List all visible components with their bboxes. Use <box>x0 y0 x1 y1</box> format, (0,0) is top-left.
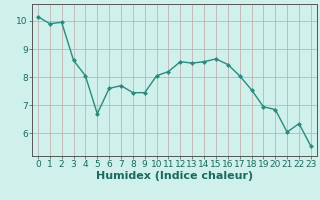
X-axis label: Humidex (Indice chaleur): Humidex (Indice chaleur) <box>96 171 253 181</box>
